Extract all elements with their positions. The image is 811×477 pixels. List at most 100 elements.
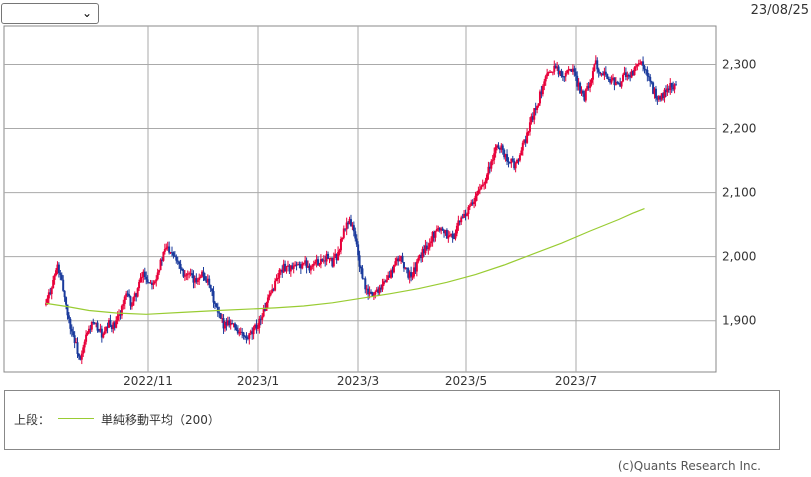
candle-body xyxy=(139,277,142,283)
candle-body xyxy=(319,259,322,264)
candle-body xyxy=(637,63,640,65)
candle-body xyxy=(65,297,68,305)
candle-body xyxy=(639,63,642,65)
candle-body xyxy=(514,163,517,169)
candle-body xyxy=(49,292,52,295)
candle-body xyxy=(282,263,285,273)
candle-body xyxy=(63,290,66,298)
candle-body xyxy=(503,149,506,158)
candle-body xyxy=(106,326,109,328)
candle-body xyxy=(307,265,310,268)
candle-body xyxy=(498,147,501,150)
y-axis-tick-labels: 1,900 2,000 2,100 2,200 2,300 xyxy=(722,57,756,327)
candle-body xyxy=(627,74,630,76)
candle-body xyxy=(201,271,204,277)
candle-body xyxy=(291,265,294,269)
period-select[interactable]: ⌄ xyxy=(1,3,99,24)
candle-body xyxy=(258,318,261,328)
candle-body xyxy=(219,313,222,319)
candle-body xyxy=(398,258,401,262)
candle-body xyxy=(438,228,441,231)
candle-body xyxy=(242,332,245,337)
candle-body xyxy=(67,315,70,319)
candle-body xyxy=(136,288,139,297)
candle-body xyxy=(501,145,504,150)
candle-body xyxy=(309,266,312,271)
candle-body xyxy=(659,96,662,100)
candle-body xyxy=(172,252,175,256)
candle-body xyxy=(241,331,244,333)
candle-body xyxy=(252,327,255,335)
candle-body xyxy=(158,270,161,273)
candle-body xyxy=(609,79,612,83)
candle-body xyxy=(491,160,494,162)
candle-body xyxy=(397,258,400,262)
candle-body xyxy=(372,294,375,297)
candle-body xyxy=(653,88,656,94)
candle-body xyxy=(425,245,428,250)
candle-body xyxy=(70,328,73,332)
candle-body xyxy=(248,333,251,339)
candle-body xyxy=(56,264,59,271)
candle-body xyxy=(424,245,427,254)
candle-body xyxy=(467,207,470,214)
candle-body xyxy=(600,73,603,75)
candle-body xyxy=(181,268,184,271)
candle-body xyxy=(629,75,632,78)
candle-body xyxy=(358,255,361,267)
candle-body xyxy=(304,260,307,263)
candle-body xyxy=(344,228,347,230)
candle-body xyxy=(216,306,219,313)
candle-body xyxy=(105,326,108,332)
candle-body xyxy=(92,321,95,323)
candle-body xyxy=(213,302,216,304)
candle-body xyxy=(66,304,69,316)
candle-body xyxy=(47,292,50,299)
candle-body xyxy=(279,269,282,271)
candle-body xyxy=(259,318,262,320)
candle-body xyxy=(143,271,146,277)
candle-body xyxy=(354,231,357,239)
candle-body xyxy=(564,72,567,77)
candle-body xyxy=(471,202,474,205)
candle-body xyxy=(607,78,610,80)
horizontal-gridlines xyxy=(4,63,716,322)
candle-body xyxy=(405,267,408,269)
candle-body xyxy=(433,231,436,238)
candle-body xyxy=(382,281,385,285)
legend-series-name: 単純移動平均（200） xyxy=(101,413,220,427)
candle-body xyxy=(619,83,622,87)
candle-body xyxy=(318,263,321,266)
candle-body xyxy=(517,159,520,161)
candle-body xyxy=(239,331,242,333)
candle-body xyxy=(453,238,456,240)
candle-body xyxy=(215,303,218,307)
candle-body xyxy=(663,89,666,98)
candle-body xyxy=(55,270,58,276)
candle-body xyxy=(381,284,384,290)
candle-body xyxy=(650,81,653,83)
candle-body xyxy=(664,89,667,93)
candle-body xyxy=(484,180,487,184)
candle-body xyxy=(480,186,483,190)
candle-body xyxy=(669,83,672,91)
candle-body xyxy=(364,278,367,290)
candle-body xyxy=(497,145,500,148)
candle-body xyxy=(408,272,411,278)
candle-body xyxy=(378,287,381,293)
candle-body xyxy=(434,230,437,238)
candle-body xyxy=(475,193,478,196)
candle-body xyxy=(308,265,311,271)
candle-body xyxy=(646,69,649,77)
candle-body xyxy=(634,66,637,68)
candle-body xyxy=(113,322,116,328)
candle-body xyxy=(365,288,368,290)
candle-body xyxy=(644,69,647,71)
candle-body xyxy=(431,231,434,242)
candle-body xyxy=(231,323,234,325)
candle-body xyxy=(312,263,315,266)
candle-body xyxy=(477,190,480,194)
candle-body xyxy=(622,74,625,82)
candle-body xyxy=(162,251,165,261)
candle-body xyxy=(50,288,53,295)
